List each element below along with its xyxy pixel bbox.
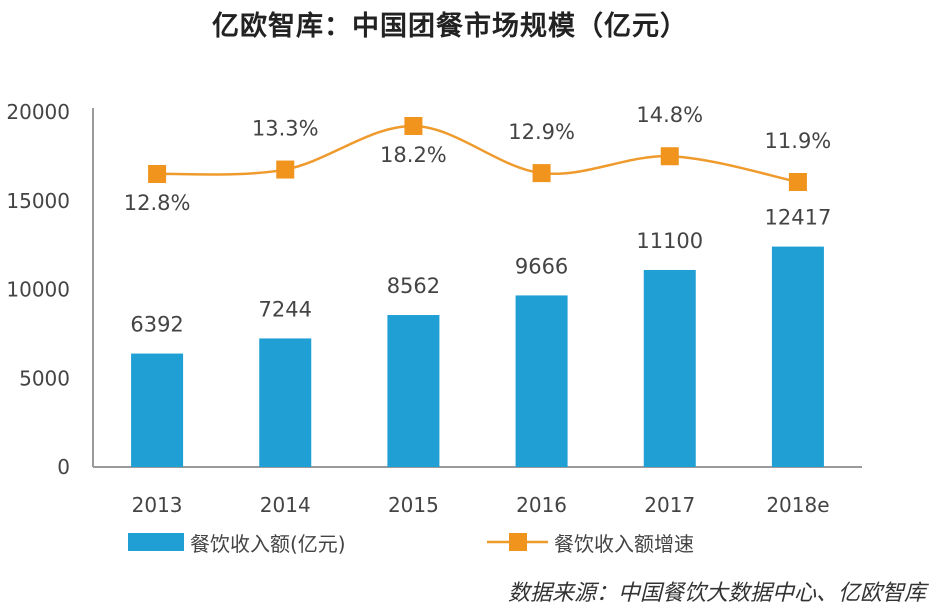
bar <box>771 246 824 467</box>
bar-value-label: 11100 <box>636 229 703 253</box>
growth-marker <box>404 117 423 135</box>
bar-value-label: 12417 <box>765 206 832 230</box>
growth-rate-label: 14.8% <box>636 103 703 127</box>
bar <box>643 269 696 467</box>
legend-line-label: 餐饮收入额增速 <box>554 532 694 556</box>
growth-marker <box>660 147 679 166</box>
legend-bar-label: 餐饮收入额(亿元) <box>190 532 346 556</box>
x-tick-label: 2013 <box>132 493 183 517</box>
bar <box>131 353 184 467</box>
growth-rate-line <box>157 124 799 184</box>
bar-value-label: 9666 <box>515 254 568 278</box>
bar <box>259 338 312 467</box>
growth-rate-label: 12.9% <box>508 120 575 144</box>
bar <box>515 295 568 467</box>
growth-rate-label: 11.9% <box>765 129 832 153</box>
y-tick-label: 20000 <box>6 100 70 124</box>
growth-marker <box>532 164 551 183</box>
growth-marker <box>788 173 807 191</box>
y-tick-label: 5000 <box>19 366 70 390</box>
x-tick-label: 2018e <box>766 493 829 517</box>
growth-marker <box>276 160 295 179</box>
y-tick-label: 10000 <box>6 278 70 302</box>
x-tick-label: 2014 <box>260 493 311 517</box>
growth-rate-label: 12.8% <box>124 191 191 215</box>
bar <box>387 315 440 467</box>
bar-value-label: 8562 <box>387 274 440 298</box>
x-tick-label: 2017 <box>644 493 695 517</box>
growth-rate-label: 13.3% <box>252 117 319 141</box>
source-note: 数据来源：中国餐饮大数据中心、亿欧智库 <box>507 581 926 606</box>
y-tick-label: 0 <box>57 455 70 479</box>
x-tick-label: 2015 <box>388 493 439 517</box>
legend-bar-swatch <box>128 533 184 551</box>
y-tick-label: 15000 <box>6 189 70 213</box>
legend-line-marker <box>509 533 527 551</box>
growth-marker <box>148 165 167 183</box>
bar-value-label: 7244 <box>259 297 312 321</box>
growth-rate-label: 18.2% <box>380 143 447 167</box>
x-tick-label: 2016 <box>516 493 567 517</box>
chart-title: 亿欧智库：中国团餐市场规模（亿元） <box>212 11 688 42</box>
bar-value-label: 6392 <box>130 313 183 337</box>
